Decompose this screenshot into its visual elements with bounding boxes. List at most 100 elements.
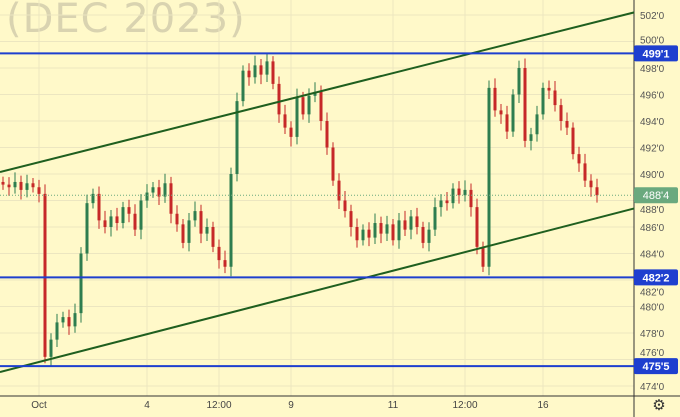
x-tick-label: 12:00 [452,400,477,411]
candle-body [91,193,95,204]
y-tick-label: 478'0 [640,329,665,340]
candle-body [271,61,275,84]
candle-body [415,216,419,227]
candle-body [535,114,539,135]
candle-body [565,121,569,128]
candle-body [349,211,353,227]
candle-body [223,260,227,267]
candle-body [337,180,341,201]
y-tick-label: 486'0 [640,223,665,234]
x-tick-label: Oct [31,400,47,411]
candle-body [457,188,461,196]
candle-body [469,189,473,208]
candle-body [511,94,515,132]
candle-body [361,229,365,241]
y-tick-label: 480'0 [640,303,665,314]
candle-body [211,227,215,247]
candle-body [475,207,479,247]
y-tick-label: 484'0 [640,250,665,261]
level-label: 475'5 [642,361,669,373]
level-badge [634,269,678,286]
y-tick-label: 502'0 [640,11,665,22]
candle-body [127,207,131,214]
candle-body [109,216,113,227]
candle-body [529,134,533,141]
candle-body [25,183,29,190]
y-tick-label: 498'0 [640,64,665,75]
candle-body [49,339,53,357]
y-tick-label: 474'0 [640,382,665,393]
candle-body [577,154,581,164]
candle-body [421,227,425,243]
candle-body [31,183,35,188]
candle-body [439,200,443,208]
candle-body [7,184,11,188]
candle-body [523,68,527,141]
level-badge [634,358,678,375]
candle-body [391,224,395,241]
y-tick-label: 490'0 [640,170,665,181]
level-badge [634,45,678,62]
last-price-label: 488'4 [643,190,670,202]
candle-body [43,193,47,357]
candle-body [373,223,377,238]
candle-body [367,229,371,238]
candle-body [397,220,401,241]
x-tick-label: 11 [388,400,399,411]
candle-body [181,224,185,243]
candle-body [595,187,599,196]
y-tick-label: 496'0 [640,91,665,102]
candle-body [487,87,491,267]
candle-body [61,317,65,323]
candle-body [175,213,179,225]
candle-body [241,70,245,102]
candle-body [163,183,167,197]
candle-body [67,317,71,327]
candle-body [97,193,101,221]
x-tick-label: 12:00 [206,400,231,411]
trend-line [0,207,635,374]
candle-body [265,61,269,75]
candle-body [103,220,107,227]
candle-body [541,87,545,115]
candle-body [217,246,221,261]
candle-body [571,127,575,155]
watermark: (DEC 2023) [6,0,246,42]
candle-body [187,220,191,243]
candle-body [85,203,89,254]
candle-body [445,200,449,204]
candle-body [73,313,77,327]
candle-body [403,220,407,230]
candle-body [157,187,161,197]
candle-body [499,110,503,115]
y-tick-label: 500'0 [640,35,665,46]
candle-body [253,65,257,78]
candle-body [451,188,455,204]
last-price-badge [634,187,678,204]
y-tick-label: 482'0 [640,287,665,298]
y-tick-label: 492'0 [640,144,665,155]
candle-body [331,147,335,181]
candle-body [229,174,233,267]
candle-body [307,95,311,115]
candle-body [427,229,431,243]
candle-body [133,213,137,230]
candle-body [553,90,557,106]
candle-body [409,216,413,230]
candle-body [385,224,389,234]
candle-body [313,91,317,96]
gear-icon[interactable]: ⚙ [652,396,666,414]
candle-body [199,211,203,234]
candle-body [583,163,587,181]
candle-body [589,180,593,188]
candle-body [505,114,509,132]
y-tick-label: 494'0 [640,117,665,128]
candle-body [139,200,143,230]
candle-body [1,181,5,185]
x-tick-label: 9 [288,400,294,411]
candle-body [295,97,299,137]
candle-body [13,181,17,188]
candle-body [205,227,209,234]
